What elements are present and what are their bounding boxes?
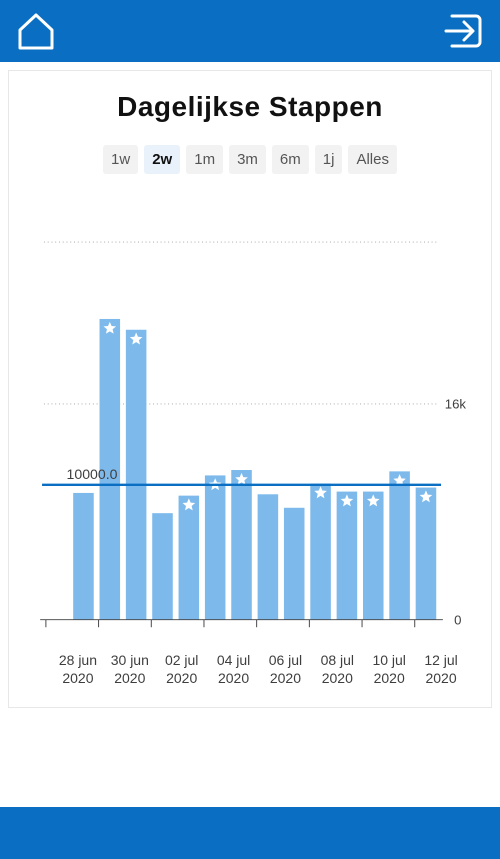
- range-all[interactable]: Alles: [348, 145, 397, 174]
- exit-icon[interactable]: [442, 10, 486, 52]
- bar: [284, 508, 305, 620]
- range-1m[interactable]: 1m: [186, 145, 223, 174]
- range-2w[interactable]: 2w: [144, 145, 180, 174]
- app-bar: [0, 0, 500, 62]
- bar: [337, 492, 358, 620]
- x-tick: 30 jun2020: [104, 652, 156, 687]
- bar: [310, 483, 331, 619]
- footer-bar: [0, 807, 500, 859]
- x-tick: 04 jul2020: [208, 652, 260, 687]
- steps-panel: Dagelijkse Stappen 1w2w1m3m6m1jAlles 16k…: [8, 70, 492, 708]
- bar: [152, 513, 173, 620]
- bar: [126, 330, 147, 620]
- bar: [416, 488, 437, 620]
- steps-chart: 16k 0 10000.0 28 jun202030 jun202002 jul20…: [27, 202, 473, 687]
- threshold-label: 10000.0: [67, 466, 118, 482]
- bar: [73, 493, 94, 620]
- x-tick: 08 jul2020: [311, 652, 363, 687]
- x-tick: 12 jul2020: [415, 652, 467, 687]
- ytick-16k: 16k: [445, 397, 467, 412]
- x-tick: 02 jul2020: [156, 652, 208, 687]
- bar: [205, 475, 226, 619]
- ytick-0: 0: [454, 612, 461, 627]
- x-tick: 10 jul2020: [363, 652, 415, 687]
- bar: [258, 494, 279, 619]
- x-axis: 28 jun202030 jun202002 jul202004 jul2020…: [27, 646, 473, 687]
- x-tick: 28 jun2020: [52, 652, 104, 687]
- range-1j[interactable]: 1j: [315, 145, 343, 174]
- range-1w[interactable]: 1w: [103, 145, 138, 174]
- steps-chart-svg: 16k 0 10000.0: [27, 202, 473, 646]
- home-icon[interactable]: [14, 10, 58, 52]
- range-3m[interactable]: 3m: [229, 145, 266, 174]
- bar: [363, 492, 384, 620]
- bar: [179, 496, 200, 620]
- range-6m[interactable]: 6m: [272, 145, 309, 174]
- bar: [389, 471, 410, 619]
- range-selector: 1w2w1m3m6m1jAlles: [19, 145, 481, 174]
- x-tick: 06 jul2020: [260, 652, 312, 687]
- page-title: Dagelijkse Stappen: [19, 91, 481, 123]
- bar: [231, 470, 252, 620]
